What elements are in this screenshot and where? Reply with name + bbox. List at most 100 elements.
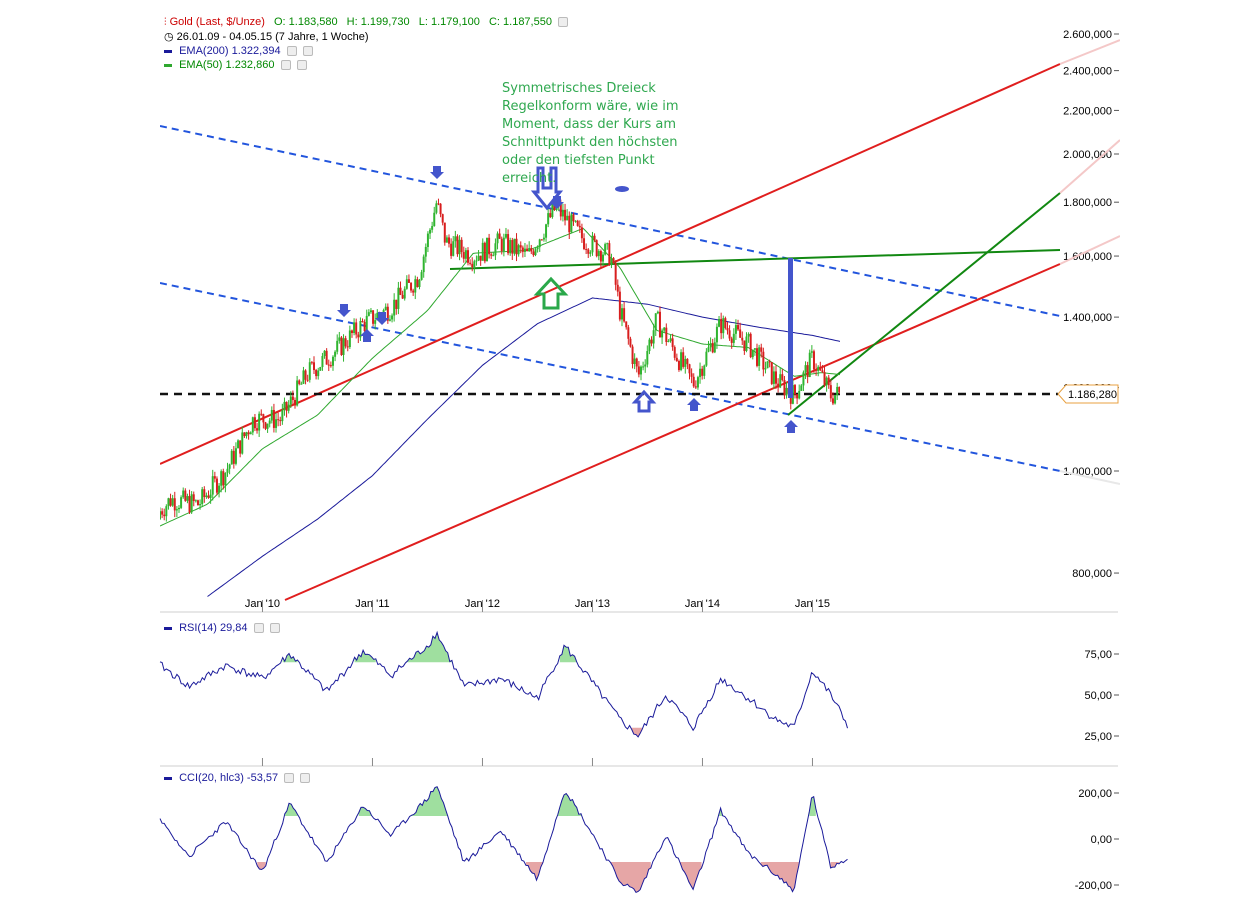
ema50-settings-button[interactable] [280,60,291,71]
ema200-line[interactable] [207,297,849,597]
candle-body [399,287,402,295]
candle-body [247,432,250,435]
red-trend-lower-line[interactable] [284,263,1061,601]
blue-arrow-down-2012[interactable] [550,196,564,209]
candle-body [623,308,626,322]
ema50-line[interactable] [160,227,848,527]
triangle-top-green-line[interactable] [449,249,1061,270]
candle-body [182,490,185,498]
cci-line[interactable] [159,786,848,894]
ema200-settings-button[interactable] [286,46,297,57]
candle-body [386,306,389,321]
candle-body [177,507,180,510]
candle-body [485,237,488,262]
candle-body [363,321,366,332]
price-candles[interactable] [159,198,849,522]
candle-body [264,422,267,429]
candle-body [709,343,712,348]
candle-body [840,392,842,401]
candle-body [517,245,520,255]
candle-body [796,394,799,399]
candle-body [494,243,497,256]
candle-body [808,352,811,378]
candle-body [321,356,324,368]
candle-body [730,338,733,343]
candle-body [422,256,425,273]
candle-body [764,368,767,370]
candle-body [530,247,533,252]
rsi-settings-button[interactable] [253,623,264,634]
candle-body [218,485,221,493]
candle-body [646,351,649,365]
candle-body [658,311,661,338]
ema200-close-button[interactable] [302,46,313,57]
candle-body [545,224,548,238]
candle-body [405,279,408,289]
blue-arrow-down-2011-peak[interactable] [430,166,444,179]
candle-body [724,318,727,329]
candle-body [291,396,294,400]
candle-body [665,327,668,342]
channel-upper-dashed-line[interactable] [160,125,1061,317]
blue-arrow-up-2014[interactable] [687,398,701,411]
blue-arrow-down-2011-a[interactable] [337,304,351,317]
candle-body [519,245,522,248]
blue-arrow-down-2011-b[interactable] [375,312,389,325]
candle-body [677,360,680,370]
green-arrow-up[interactable] [533,276,569,310]
candle-body [591,235,594,253]
candle-body [625,321,628,328]
candle-body [644,364,647,367]
candle-body [612,258,615,263]
candle-body [458,239,461,255]
candle-body [207,495,210,498]
rsi-close-button[interactable] [269,623,280,634]
candle-body [302,370,305,384]
candle-body [652,330,655,344]
instrument-settings-button[interactable] [558,17,569,28]
candle-body [785,387,788,396]
blue-arrow-up-2011[interactable] [360,329,374,342]
candle-body [781,374,784,380]
candle-body [538,239,541,248]
green-rising-line[interactable] [787,192,1061,416]
blue-arrow-down-large[interactable] [530,166,564,211]
candle-body [395,299,398,309]
candle-body [703,365,706,376]
candle-body [441,214,444,223]
candle-body [726,328,729,331]
candle-body [180,497,183,508]
candle-body [642,366,645,368]
channel-lower-dashed-line[interactable] [160,282,1061,472]
candle-body [650,339,653,344]
current-price-tag: 1.186,280 [1057,384,1119,404]
candle-body [391,315,394,320]
blue-arrow-up-2013[interactable] [631,389,657,413]
cci-settings-button[interactable] [284,773,295,784]
triangle-annotation[interactable]: Symmetrisches Dreieck Regelkonform wäre,… [502,81,679,186]
candle-body [201,489,204,505]
candle-body [722,318,725,334]
candle-body [161,511,164,515]
blue-marker-dot[interactable] [615,186,629,192]
candle-body [616,284,619,292]
candle-body [800,385,803,391]
candle-body [675,357,678,361]
candle-body [450,243,453,256]
rsi-line[interactable] [159,630,848,738]
cci-zone-fill [284,803,298,816]
candle-body [606,243,609,245]
ema50-close-button[interactable] [296,60,307,71]
cci-close-button[interactable] [300,773,311,784]
rsi-zone-fill [559,645,577,663]
candle-body [587,249,590,254]
candle-body [258,413,261,431]
candle-body [226,468,229,473]
candle-body [431,226,434,230]
blue-arrow-up-2015[interactable] [784,420,798,433]
candle-body [502,237,505,252]
blue-vertical-marker[interactable] [788,258,793,398]
rsi-zone-fill [631,727,643,737]
rsi-axis: 25,00 50,00 75,00 [1084,649,1119,743]
candle-body [359,321,362,338]
